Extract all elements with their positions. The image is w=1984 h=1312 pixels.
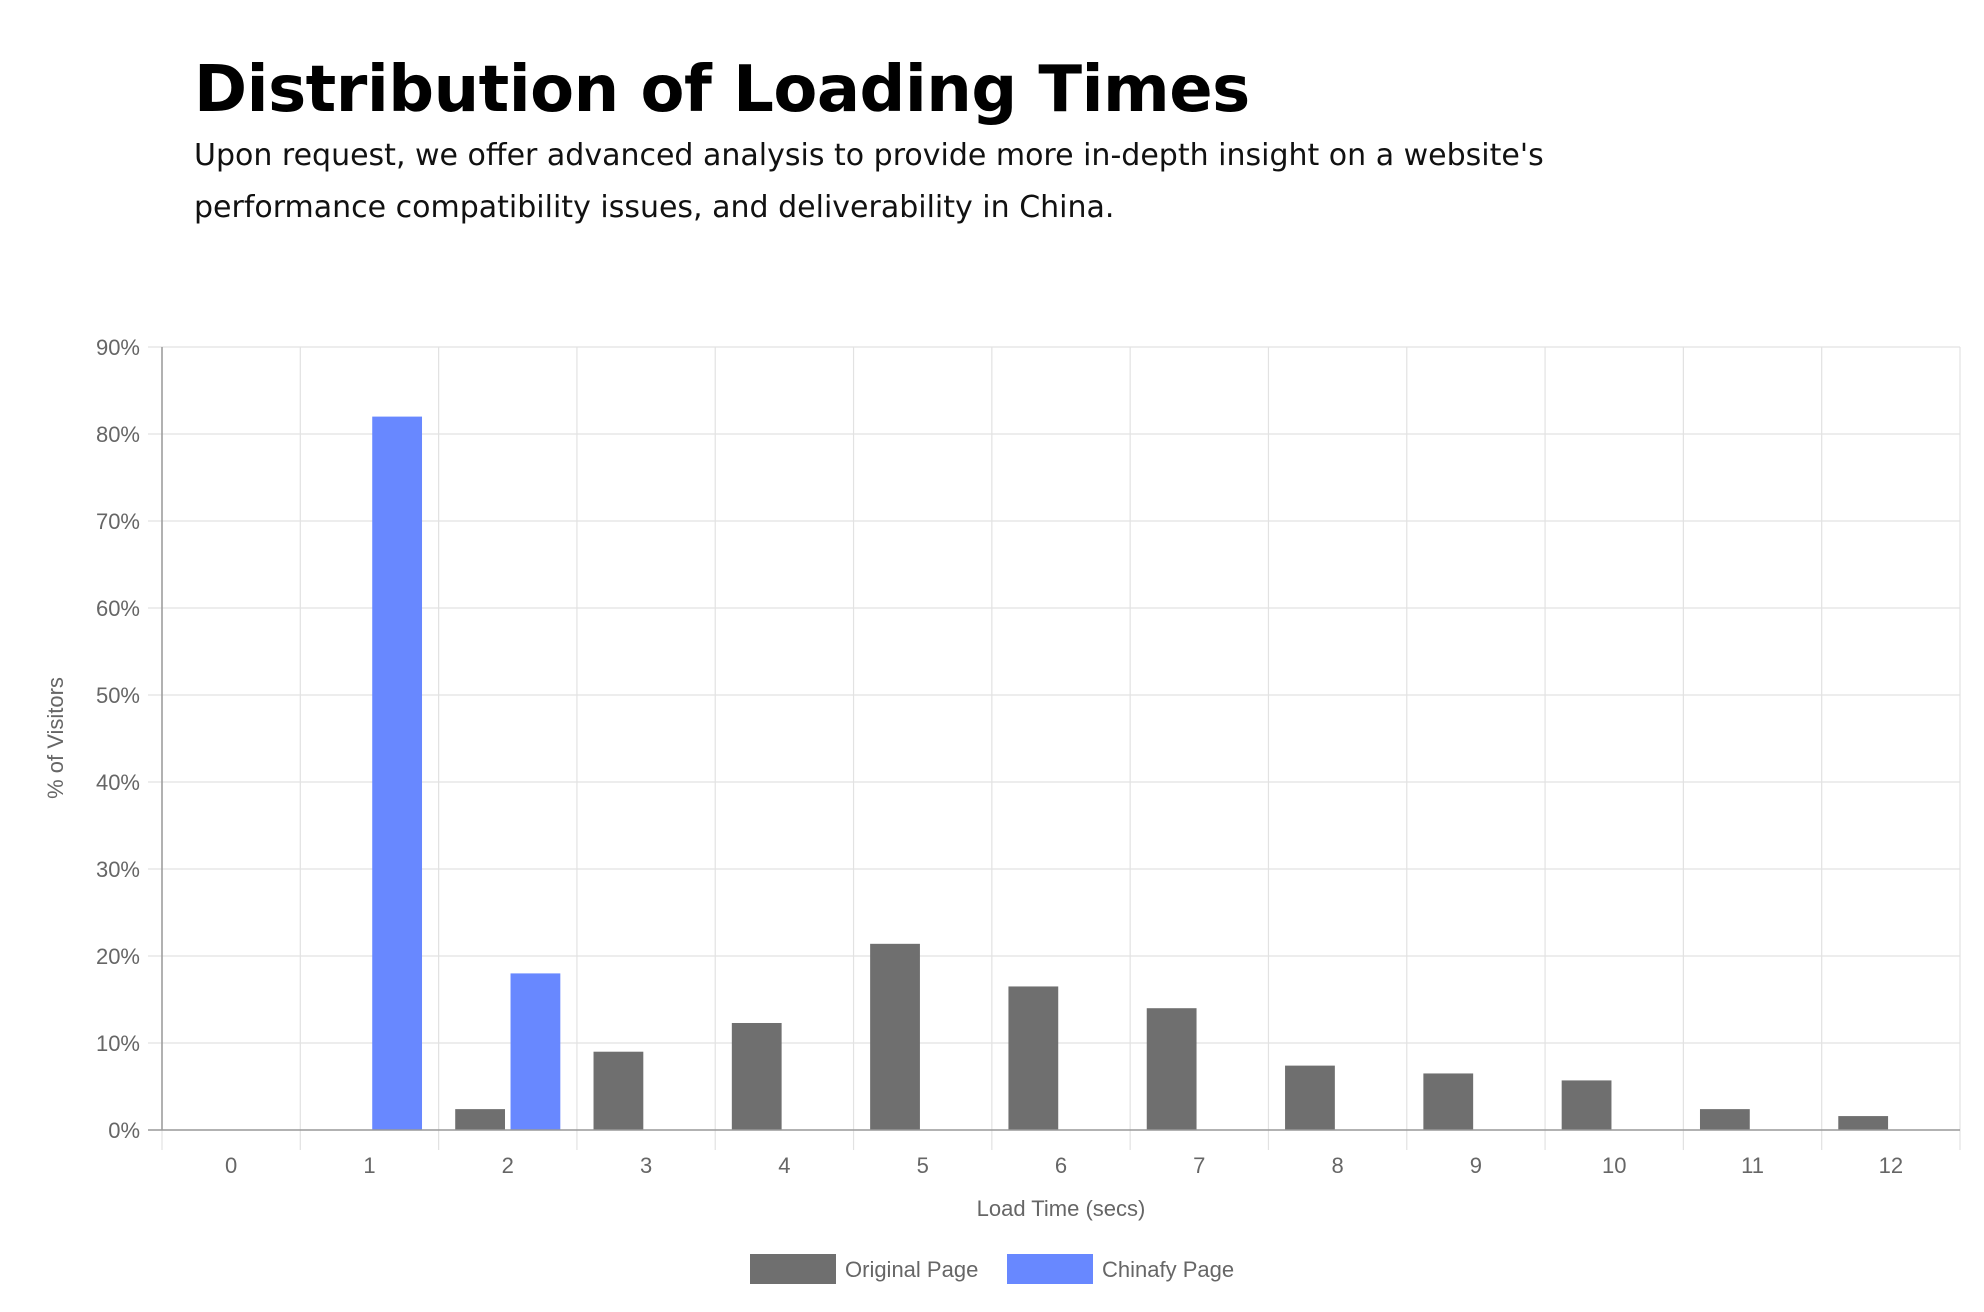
- legend-item-original[interactable]: Original Page: [750, 1254, 978, 1284]
- y-tick-label: 90%: [96, 335, 140, 360]
- legend-swatch-chinafy: [1007, 1254, 1093, 1284]
- y-tick-label: 80%: [96, 422, 140, 447]
- legend-label-original: Original Page: [845, 1257, 978, 1282]
- x-tick-label: 11: [1741, 1153, 1764, 1178]
- x-tick-label: 10: [1602, 1153, 1626, 1178]
- grid-lines: [148, 346, 1961, 1150]
- y-tick-label: 50%: [96, 683, 140, 708]
- legend-label-chinafy: Chinafy Page: [1102, 1257, 1234, 1282]
- bar-original-12: [1838, 1116, 1889, 1130]
- page-header: Distribution of Loading Times Upon reque…: [194, 52, 1794, 234]
- legend-item-chinafy[interactable]: Chinafy Page: [1007, 1254, 1234, 1284]
- x-tick-label: 4: [778, 1153, 790, 1178]
- bar-original-2: [455, 1109, 506, 1130]
- x-tick-label: 9: [1470, 1153, 1482, 1178]
- x-tick-label: 3: [640, 1153, 652, 1178]
- bar-original-6: [1008, 986, 1059, 1130]
- y-tick-label: 40%: [96, 770, 140, 795]
- y-tick-label: 20%: [96, 944, 140, 969]
- page-subtitle: Upon request, we offer advanced analysis…: [194, 138, 1544, 225]
- x-tick-label: 7: [1193, 1153, 1205, 1178]
- y-tick-label: 0%: [108, 1118, 140, 1143]
- bar-original-9: [1423, 1073, 1474, 1130]
- x-tick-label: 8: [1331, 1153, 1343, 1178]
- bar-original-10: [1561, 1080, 1612, 1130]
- y-tick-label: 10%: [96, 1031, 140, 1056]
- legend-swatch-original: [750, 1254, 836, 1284]
- axes: 0%10%20%30%40%50%60%70%80%90%0 1 2 3 4 5 6 7 8 9 1…: [96, 335, 1960, 1178]
- x-tick-label: 1: [363, 1153, 375, 1178]
- bar-original-3: [593, 1051, 644, 1130]
- bar-chinafy-1: [372, 416, 423, 1131]
- page-title: Distribution of Loading Times: [194, 53, 1250, 127]
- x-tick-label: 0: [225, 1153, 237, 1178]
- legend: Original Page Chinafy Page: [750, 1254, 1234, 1284]
- bar-chinafy-2: [510, 973, 561, 1130]
- bar-original-8: [1285, 1065, 1335, 1130]
- y-axis-label: % of Visitors: [43, 677, 68, 799]
- bars: [372, 416, 1889, 1131]
- y-tick-label: 70%: [96, 509, 140, 534]
- y-tick-label: 60%: [96, 596, 140, 621]
- y-tick-label: 30%: [96, 857, 140, 882]
- x-tick-label: 2: [502, 1153, 514, 1178]
- bar-original-11: [1699, 1109, 1750, 1130]
- x-tick-label: 12: [1879, 1153, 1903, 1178]
- bar-original-5: [870, 943, 920, 1130]
- x-tick-label: 6: [1055, 1153, 1067, 1178]
- bar-original-4: [731, 1022, 782, 1130]
- bar-original-7: [1146, 1008, 1197, 1130]
- x-tick-label: 5: [917, 1153, 929, 1178]
- x-axis-label: Load Time (secs): [977, 1196, 1146, 1221]
